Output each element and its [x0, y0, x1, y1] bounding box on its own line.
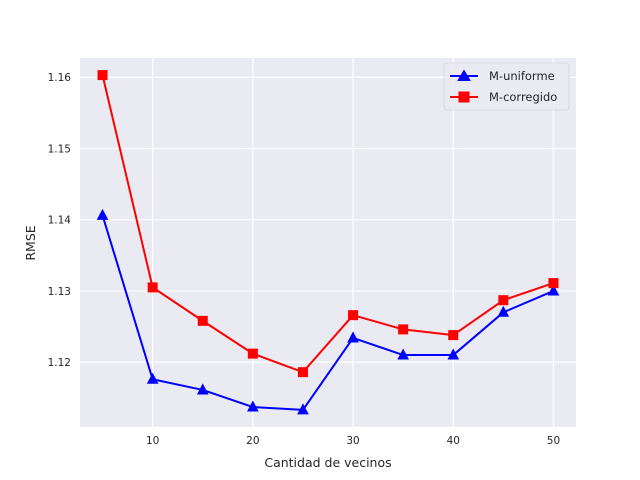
data-point-m-corregido — [498, 295, 509, 306]
y-tick-label: 1.14 — [48, 215, 72, 227]
legend: M-uniforme M-corregido — [443, 62, 570, 111]
data-point-m-corregido — [197, 315, 208, 326]
data-point-m-corregido — [247, 348, 258, 359]
legend-marker-triangle-icon — [457, 69, 471, 81]
x-tick-label: 50 — [547, 435, 560, 447]
legend-label-m-corregido: M-corregido — [489, 90, 557, 104]
x-tick-label: 20 — [246, 435, 259, 447]
data-point-m-corregido — [147, 282, 158, 293]
x-tick-label: 40 — [447, 435, 460, 447]
legend-label-m-uniforme: M-uniforme — [489, 69, 555, 83]
series-group — [96, 70, 560, 415]
x-tick-labels: 10 20 30 40 50 — [146, 435, 560, 447]
data-point-m-corregido — [448, 330, 459, 341]
data-point-m-uniforme — [297, 403, 309, 415]
series-line-m-corregido — [101, 74, 554, 374]
data-point-m-uniforme — [146, 372, 159, 384]
data-point-m-uniforme — [347, 331, 359, 343]
data-point-m-uniforme — [447, 348, 460, 360]
legend-marker-square-icon — [458, 91, 470, 103]
data-point-m-uniforme — [196, 383, 209, 395]
y-tick-label: 1.12 — [48, 357, 71, 369]
y-tick-label: 1.13 — [48, 286, 71, 298]
data-point-m-uniforme — [497, 305, 510, 317]
data-point-m-corregido — [348, 310, 359, 321]
data-point-m-uniforme — [397, 348, 409, 360]
data-point-m-corregido — [97, 70, 108, 81]
grid — [80, 58, 576, 427]
legend-box — [443, 62, 570, 111]
x-tick-label: 30 — [346, 435, 359, 447]
y-axis-label: RMSE — [23, 225, 38, 260]
data-point-m-uniforme — [247, 400, 259, 412]
data-point-m-uniforme — [547, 284, 560, 296]
y-tick-label: 1.16 — [48, 72, 72, 84]
plot-background — [80, 58, 576, 427]
series-line-m-uniforme — [101, 215, 554, 411]
data-point-m-corregido — [548, 278, 559, 289]
y-tick-labels: 1.12 1.13 1.14 1.15 1.16 — [48, 72, 72, 369]
x-axis-label: Cantidad de vecinos — [264, 455, 391, 470]
data-point-m-uniforme — [96, 208, 109, 220]
data-point-m-corregido — [398, 324, 409, 335]
data-point-m-corregido — [297, 367, 308, 378]
x-tick-label: 10 — [146, 435, 159, 447]
y-tick-label: 1.15 — [48, 143, 71, 155]
